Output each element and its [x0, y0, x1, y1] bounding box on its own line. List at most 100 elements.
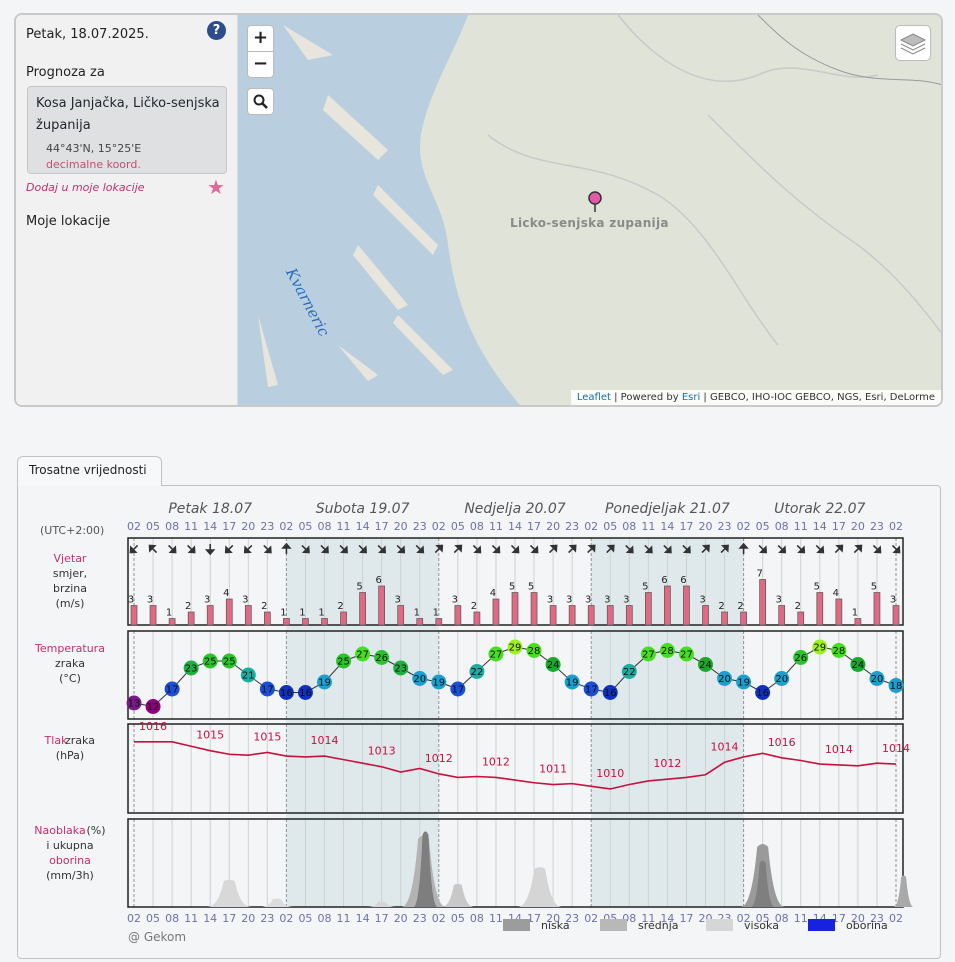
legend-swatch [600, 919, 627, 931]
pressure-label: (hPa) [56, 749, 84, 762]
wind-value: 1 [318, 608, 324, 619]
map-section: Petak, 18.07.2025. ? Prognoza za Kosa Ja… [14, 13, 943, 407]
temp-value: 27 [356, 650, 369, 661]
location-marker-icon[interactable] [587, 191, 603, 213]
temp-value: 22 [471, 667, 484, 678]
temp-value: 22 [623, 667, 636, 678]
help-icon[interactable]: ? [207, 21, 226, 40]
pressure-label: 1014 [711, 740, 739, 753]
wind-value: 5 [356, 582, 362, 593]
temp-value: 29 [813, 643, 826, 654]
wind-arrow-icon [777, 544, 787, 554]
wind-arrow-icon [224, 544, 234, 554]
wind-value: 3 [128, 595, 134, 606]
wind-bar [625, 605, 633, 626]
wind-arrow-icon [129, 544, 139, 554]
hour-label-top: 17 [527, 520, 541, 533]
temp-point [659, 643, 675, 658]
wind-value: 3 [547, 595, 553, 606]
hour-label-top: 20 [546, 520, 560, 533]
day-header: Subota 19.07 [316, 501, 410, 517]
wind-bar [378, 585, 385, 626]
zoom-in-button[interactable]: + [247, 25, 274, 52]
temp-point [126, 695, 142, 711]
temp-value: 29 [509, 643, 522, 654]
wind-bar [340, 611, 347, 626]
map[interactable]: + − Licko-senjska zupanija Kvarneric Lea… [238, 15, 941, 405]
wind-value: 1 [414, 608, 420, 619]
wind-arrow-icon [281, 542, 292, 554]
wind-value: 4 [223, 588, 229, 599]
temp-point [297, 685, 313, 700]
cloud-shape [517, 867, 562, 907]
wind-value: 5 [642, 582, 648, 593]
hour-label-top: 11 [641, 520, 655, 533]
hour-label-top: 17 [832, 520, 846, 533]
hour-label-top: 08 [622, 520, 636, 533]
hour-label-bottom: 20 [241, 912, 255, 925]
leaflet-link[interactable]: Leaflet [576, 392, 611, 403]
wind-bar [568, 605, 576, 626]
temp-point [336, 653, 352, 669]
pressure-label: 1015 [196, 729, 224, 742]
temp-point [698, 657, 713, 672]
wind-bar [264, 611, 271, 626]
layers-button[interactable] [895, 25, 931, 61]
temp-point [888, 678, 904, 693]
hour-label-top: 14 [508, 520, 522, 533]
wind-value: 1 [433, 608, 439, 619]
my-locations-label[interactable]: Moje lokacije [26, 214, 111, 229]
temp-label: zraka [55, 657, 85, 670]
wind-bar [664, 585, 671, 626]
hour-label-bottom: 02 [889, 912, 903, 925]
hour-label-bottom: 05 [146, 912, 160, 925]
wind-bar [530, 592, 538, 626]
hour-label-bottom: 08 [318, 912, 332, 925]
temp-value: 24 [852, 660, 865, 671]
esri-link[interactable]: Esri [681, 392, 701, 403]
temp-value: 24 [699, 660, 712, 671]
wind-value: 3 [604, 595, 610, 606]
temp-value: 16 [299, 688, 312, 699]
day-header: Utorak 22.07 [774, 501, 865, 517]
hour-label-top: 17 [375, 520, 389, 533]
wind-bar [759, 579, 767, 626]
pressure-label: 1014 [882, 742, 910, 755]
region-label: Licko-senjska zupanija [510, 216, 669, 230]
temp-value: 20 [413, 674, 426, 685]
wind-arrow-icon [491, 544, 501, 554]
legend-label: niska [541, 919, 570, 932]
wind-arrow-icon [263, 544, 272, 554]
zoom-out-button[interactable]: − [247, 51, 274, 78]
hour-label-bottom: 20 [851, 912, 865, 925]
wind-arrow-icon [568, 544, 577, 554]
star-icon[interactable]: ★ [207, 175, 225, 199]
temp-value: 19 [566, 678, 579, 689]
map-attribution: Leaflet | Powered by Esri | GEBCO, IHO-I… [570, 390, 941, 405]
temp-value: 28 [661, 646, 674, 657]
wind-bar [225, 598, 233, 626]
wind-value: 2 [795, 601, 801, 612]
search-button[interactable] [247, 88, 274, 115]
tab-trosatne[interactable]: Trosatne vrijednosti [17, 456, 162, 486]
wind-bar [702, 605, 709, 626]
wind-arrow-icon [853, 544, 863, 554]
wind-arrow-icon [872, 544, 882, 554]
temp-value: 25 [204, 657, 217, 668]
cloud-shape [893, 875, 914, 907]
wind-bar [187, 611, 195, 626]
wind-bar [721, 611, 728, 626]
temp-point [812, 639, 828, 655]
wind-value: 7 [756, 569, 762, 580]
hour-label-bottom: 17 [375, 912, 389, 925]
temp-value: 13 [128, 699, 141, 710]
wind-bar [644, 592, 652, 626]
hour-label-top: 20 [699, 520, 713, 533]
wind-bar [149, 605, 157, 626]
add-location-link[interactable]: Dodaj u moje lokacije [26, 181, 145, 194]
temp-value: 27 [642, 650, 655, 661]
forecast-section: Trosatne vrijednosti Petak 18.07 Subota 1… [17, 456, 941, 960]
decimal-coords-link[interactable]: decimalne koord. [46, 158, 141, 171]
cloud-label: (mm/3h) [46, 869, 94, 882]
pressure-line [134, 741, 897, 790]
